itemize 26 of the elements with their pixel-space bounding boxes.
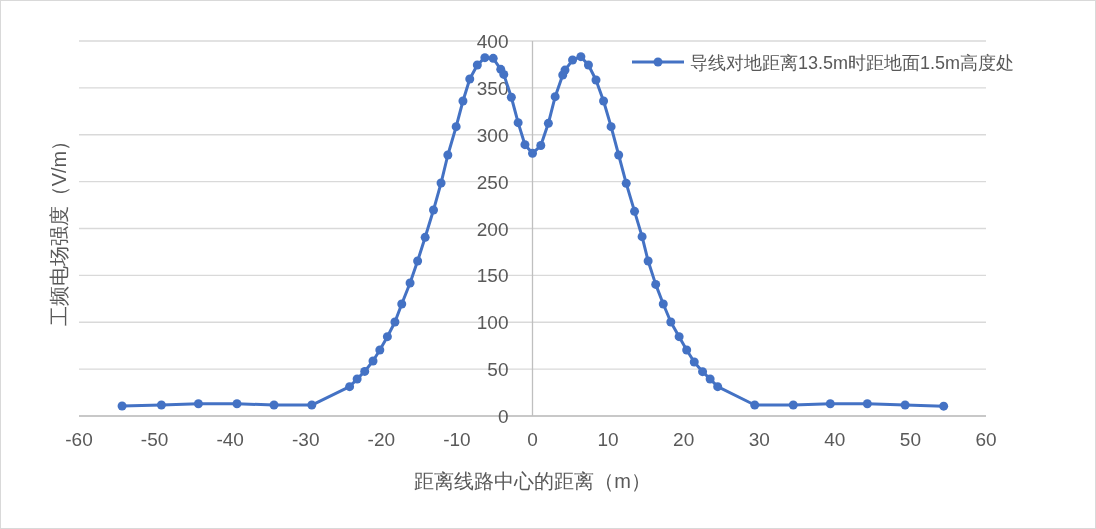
legend-label: 导线对地距离13.5m时距地面1.5m高度处	[690, 53, 1015, 73]
x-tick-label: -10	[443, 429, 471, 450]
x-tick-label: -60	[65, 429, 93, 450]
x-tick-label: -30	[292, 429, 320, 450]
y-tick-label: 0	[497, 406, 509, 427]
x-tick-label: -40	[216, 429, 244, 450]
x-tick-label: -50	[140, 429, 169, 450]
x-tick-label: 10	[597, 429, 619, 450]
y-tick-label: 300	[476, 124, 509, 146]
y-tick-label: 400	[476, 31, 509, 52]
x-tick-label: 40	[824, 429, 846, 450]
y-tick-label: 100	[476, 312, 509, 334]
legend: 导线对地距离13.5m时距地面1.5m高度处	[632, 53, 1015, 73]
x-tick-label: 0	[527, 429, 538, 450]
y-tick-label: 200	[476, 218, 509, 240]
x-axis-title: 距离线路中心的距离（m）	[414, 470, 651, 492]
x-tick-label: 20	[673, 429, 695, 450]
y-tick-label: 50	[487, 359, 509, 381]
y-tick-label: 350	[476, 77, 509, 99]
x-tick-label: 50	[899, 429, 921, 450]
x-tick-label: 60	[975, 429, 997, 450]
x-tick-label: -20	[367, 429, 396, 450]
y-tick-label: 250	[476, 171, 509, 193]
x-tick-label: 30	[748, 429, 770, 450]
y-axis-title: 工频电场强度（V/m）	[48, 130, 70, 327]
y-tick-label: 150	[476, 265, 509, 287]
